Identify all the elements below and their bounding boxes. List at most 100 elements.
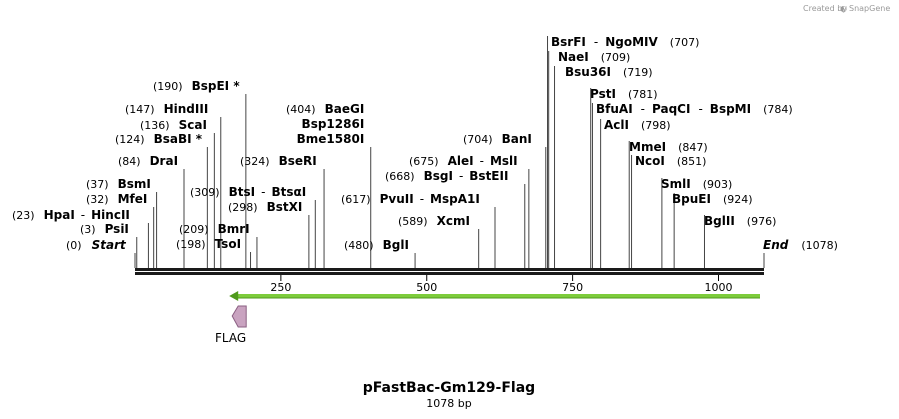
enzyme-site-label: (704) BanI xyxy=(463,132,532,146)
site-position: (298) xyxy=(228,201,258,214)
site-position: (32) xyxy=(86,193,109,206)
enzyme-site-label: SmlI (903) xyxy=(661,177,732,191)
enzyme-name: MslI xyxy=(490,154,518,168)
site-leader-lines xyxy=(134,36,765,268)
enzyme-site-label: (617) PvuII - MspA1I xyxy=(341,192,480,206)
enzyme-site-label: (480) BglI xyxy=(344,238,409,252)
feature-label-flag: FLAG xyxy=(215,331,246,345)
site-position: (404) xyxy=(286,103,316,116)
enzyme-name: MmeI xyxy=(629,140,666,154)
enzyme-site-label: BsrFI - NgoMIV (707) xyxy=(551,35,699,49)
axis-tick-label: 250 xyxy=(270,281,291,294)
site-position: (709) xyxy=(601,51,631,64)
enzyme-site-label: (84) DraI xyxy=(118,154,178,168)
enzyme-name: SmlI xyxy=(661,177,691,191)
enzyme-name: AclI xyxy=(604,118,629,132)
enzyme-site-label: BfuAI - PaqCI - BspMI (784) xyxy=(596,102,793,116)
enzyme-site-label: Bme1580I xyxy=(297,132,365,146)
site-position: (480) xyxy=(344,239,374,252)
enzyme-name: PvuII xyxy=(380,192,414,206)
enzyme-name: BspMI xyxy=(710,102,751,116)
site-position: (589) xyxy=(398,215,428,228)
enzyme-name: BsmI xyxy=(118,177,151,191)
site-position: (198) xyxy=(176,238,206,251)
backbone-strand-top xyxy=(135,268,764,271)
axis-tick-label: 1000 xyxy=(704,281,732,294)
site-position: (976) xyxy=(747,215,777,228)
enzyme-name: HincII xyxy=(91,208,130,222)
site-position: (23) xyxy=(12,209,35,222)
site-position: (847) xyxy=(678,141,708,154)
enzyme-name: BtsI xyxy=(229,185,256,199)
site-position: (209) xyxy=(179,223,209,236)
enzyme-site-label: (190) BspEI * xyxy=(153,79,240,93)
enzyme-name: BfuAI xyxy=(596,102,633,116)
enzyme-site-label: AclI (798) xyxy=(604,118,671,132)
site-position: (37) xyxy=(86,178,109,191)
enzyme-site-label: (668) BsgI - BstEII xyxy=(385,169,508,183)
enzyme-name: HindIII xyxy=(164,102,209,116)
credit-brand: SnapGene xyxy=(849,4,890,13)
enzyme-name: AleI xyxy=(448,154,474,168)
site-position: (707) xyxy=(670,36,700,49)
backbone-strand-bottom xyxy=(135,272,764,275)
enzyme-site-label: (0) Start xyxy=(66,238,127,252)
enzyme-separator: - xyxy=(459,169,463,183)
enzyme-name: BaeGI xyxy=(325,102,365,116)
site-position: (784) xyxy=(763,103,793,116)
enzyme-site-label: PstI (781) xyxy=(590,87,658,101)
enzyme-name: NcoI xyxy=(635,154,665,168)
site-position: (0) xyxy=(66,239,82,252)
enzyme-name: NgoMIV xyxy=(605,35,658,49)
axis-tick-label: 750 xyxy=(562,281,583,294)
enzyme-site-label: End (1078) xyxy=(763,238,838,252)
enzyme-site-label: NcoI (851) xyxy=(635,154,706,168)
enzyme-name: PsiI xyxy=(105,222,129,236)
enzyme-name: BanI xyxy=(502,132,532,146)
enzyme-name: BsaBI * xyxy=(154,132,203,146)
enzyme-site-label: (37) BsmI xyxy=(86,177,151,191)
enzyme-site-label: BpuEI (924) xyxy=(672,192,753,206)
site-position: (309) xyxy=(190,186,220,199)
enzyme-site-label: Bsu36I (719) xyxy=(565,65,653,79)
enzyme-site-label: Bsp1286I xyxy=(302,117,365,131)
enzyme-site-label: (198) TsoI xyxy=(176,237,241,251)
end-label: End xyxy=(763,238,789,252)
site-position: (3) xyxy=(80,223,96,236)
site-position: (704) xyxy=(463,133,493,146)
flag-feature-shape xyxy=(231,305,247,328)
site-position: (136) xyxy=(140,119,170,132)
enzyme-name: BstEII xyxy=(469,169,508,183)
enzyme-name: BtsαI xyxy=(271,185,306,199)
map-title: pFastBac-Gm129-Flag xyxy=(363,380,535,396)
enzyme-site-label: (23) HpaI - HincII xyxy=(12,208,130,222)
site-position: (719) xyxy=(623,66,653,79)
enzyme-name: TsoI xyxy=(215,237,241,251)
enzyme-name: Bme1580I xyxy=(297,132,365,146)
enzyme-name: BglII xyxy=(704,214,735,228)
enzyme-name: BmrI xyxy=(218,222,250,236)
enzyme-site-label: (404) BaeGI xyxy=(286,102,364,116)
enzyme-site-label: (3) PsiI xyxy=(80,222,129,236)
enzyme-site-label: (675) AleI - MslI xyxy=(409,154,518,168)
enzyme-name: Bsu36I xyxy=(565,65,611,79)
site-position: (668) xyxy=(385,170,415,183)
enzyme-site-label: (309) BtsI - BtsαI xyxy=(190,185,306,199)
enzyme-name: BspEI * xyxy=(192,79,241,93)
site-position: (324) xyxy=(240,155,270,168)
axis-tick-label: 500 xyxy=(416,281,437,294)
site-position: (851) xyxy=(677,155,707,168)
site-position: (924) xyxy=(723,193,753,206)
site-position: (84) xyxy=(118,155,141,168)
credit-text: Created by xyxy=(803,4,847,13)
enzyme-name: BstXI xyxy=(267,200,303,214)
enzyme-site-label: (324) BseRI xyxy=(240,154,317,168)
site-position: (675) xyxy=(409,155,439,168)
site-position: (798) xyxy=(641,119,671,132)
enzyme-separator: - xyxy=(261,185,265,199)
enzyme-name: NaeI xyxy=(558,50,589,64)
enzyme-site-label: BglII (976) xyxy=(704,214,776,228)
enzyme-site-label: (136) ScaI xyxy=(140,118,207,132)
enzyme-name: HpaI xyxy=(44,208,75,222)
